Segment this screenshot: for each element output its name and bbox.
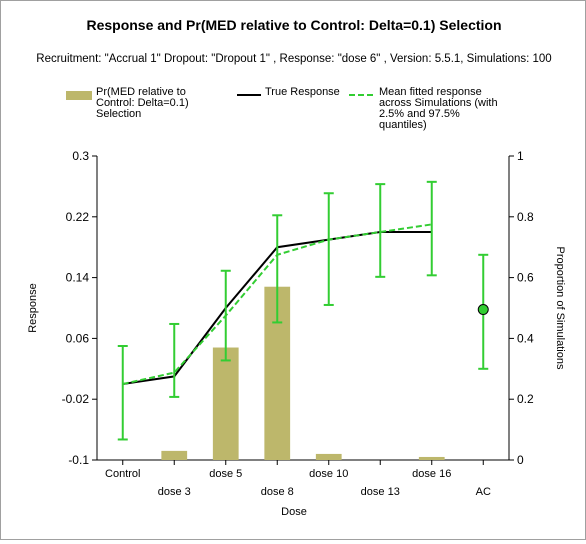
plot-area: -0.1 -0.02 0.06 0.14 0.22 0.3 0 0.2 0.4 0.6 0.8 1 Co… bbox=[62, 149, 534, 498]
chart-title: Response and Pr(MED relative to Control:… bbox=[86, 17, 501, 33]
y-tick-label-left: 0.22 bbox=[66, 210, 90, 224]
y-tick-label-left: 0.06 bbox=[66, 331, 90, 345]
y-tick-label-left: -0.1 bbox=[68, 453, 89, 467]
legend-bar-label: Pr(MED relative to Control: Delta=0.1) Sel… bbox=[96, 86, 189, 120]
x-tick-label: dose 13 bbox=[361, 486, 400, 498]
x-axis-label: Dose bbox=[281, 506, 307, 518]
y-tick-label-right: 1 bbox=[517, 149, 524, 163]
selection-bar bbox=[212, 347, 239, 460]
selection-bar bbox=[315, 453, 342, 460]
y-tick-label-right: 0.6 bbox=[517, 271, 534, 285]
selection-bar bbox=[161, 450, 188, 460]
y-tick-label-right: 0 bbox=[517, 453, 524, 467]
selection-bar bbox=[418, 456, 445, 460]
x-tick-label: dose 16 bbox=[412, 468, 451, 480]
y-tick-label-right: 0.8 bbox=[517, 210, 534, 224]
x-tick-label: Control bbox=[105, 468, 140, 480]
legend-fit-label: Mean fitted response across Simulations (… bbox=[379, 86, 498, 131]
legend-true-label: True Response bbox=[265, 86, 340, 98]
x-tick-label: dose 3 bbox=[158, 486, 191, 498]
y-tick-label-left: -0.02 bbox=[62, 392, 90, 406]
active-comparator-point bbox=[477, 304, 489, 316]
x-tick-label: dose 8 bbox=[261, 486, 294, 498]
y-tick-label-left: 0.3 bbox=[72, 149, 89, 163]
x-tick-label: AC bbox=[476, 486, 491, 498]
x-tick-label: dose 10 bbox=[309, 468, 348, 480]
y-axis-label-left: Response bbox=[27, 283, 39, 333]
y-axis-label-right: Proportion of Simulations bbox=[554, 247, 566, 370]
chart-subtitle: Recruitment: "Accrual 1" Dropout: "Dropo… bbox=[36, 53, 551, 65]
y-tick-label-right: 0.4 bbox=[517, 331, 534, 345]
y-tick-label-left: 0.14 bbox=[66, 271, 90, 285]
legend: Pr(MED relative to Control: Delta=0.1) Sel… bbox=[66, 86, 498, 131]
x-tick-label: dose 5 bbox=[209, 468, 242, 480]
y-tick-label-right: 0.2 bbox=[517, 392, 534, 406]
legend-bar-swatch bbox=[66, 91, 92, 100]
